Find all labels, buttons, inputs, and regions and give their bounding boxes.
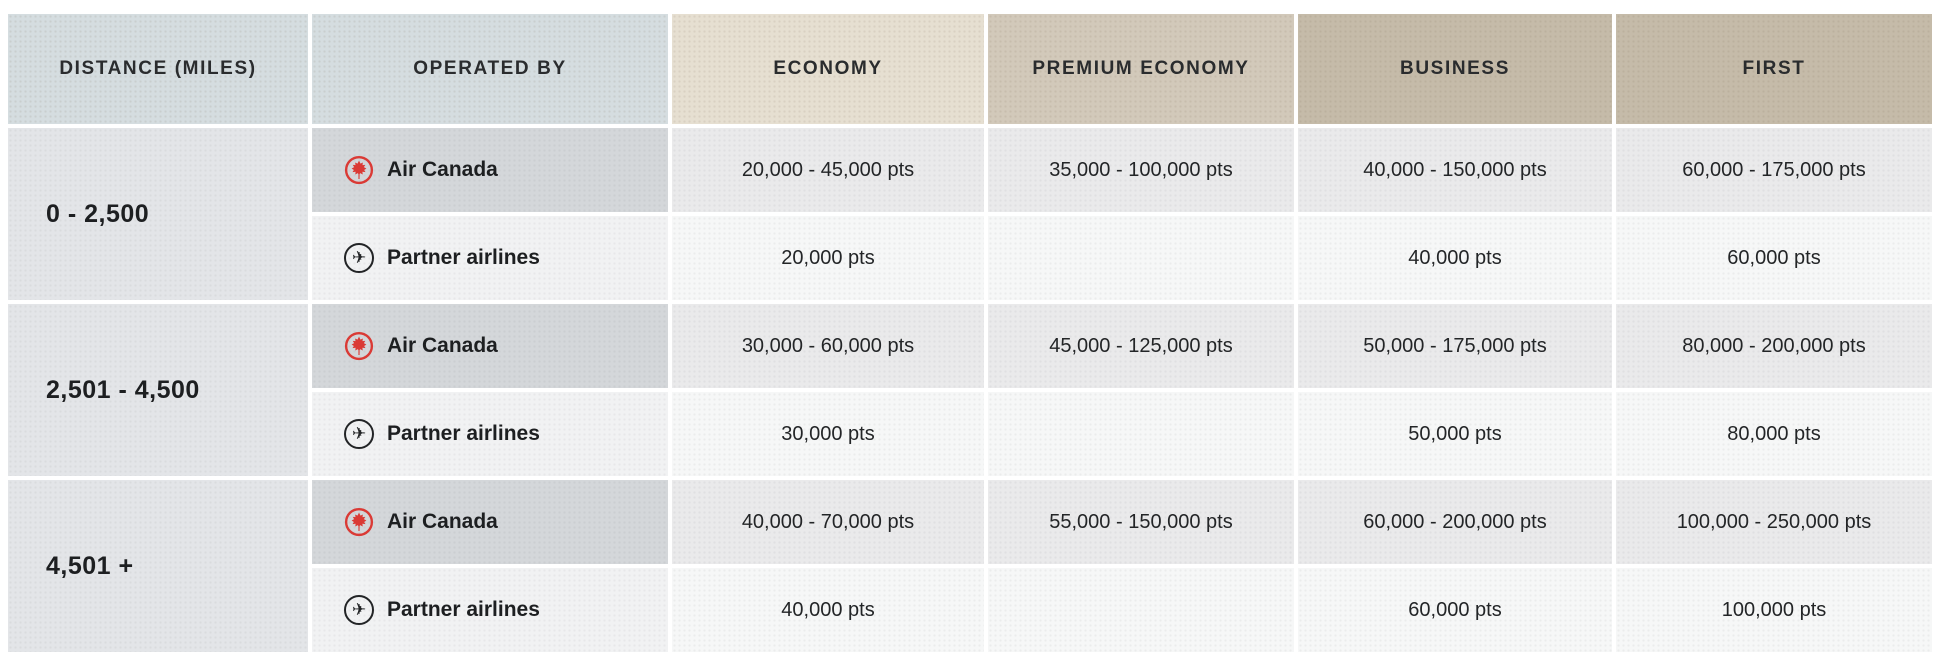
- first-value-cell: 80,000 - 200,000 pts: [1616, 304, 1932, 388]
- air-canada-maple-leaf-icon: [344, 331, 374, 361]
- premium-economy-value-cell: [988, 216, 1294, 300]
- column-header-distance: DISTANCE (MILES): [8, 14, 308, 124]
- first-value-cell: 100,000 - 250,000 pts: [1616, 480, 1932, 564]
- first-value-cell: 60,000 pts: [1616, 216, 1932, 300]
- business-value-cell: 40,000 - 150,000 pts: [1298, 128, 1612, 212]
- premium-economy-value-cell: 45,000 - 125,000 pts: [988, 304, 1294, 388]
- operator-label: Partner airlines: [387, 422, 540, 445]
- economy-value-cell: 30,000 pts: [672, 392, 984, 476]
- economy-value-cell: 40,000 - 70,000 pts: [672, 480, 984, 564]
- economy-value-cell: 20,000 pts: [672, 216, 984, 300]
- distance-band-0-2500: 0 - 2,500: [8, 128, 308, 300]
- operator-cell-air-canada: Air Canada: [312, 304, 668, 388]
- operator-cell-partner-airlines: ✈ Partner airlines: [312, 392, 668, 476]
- premium-economy-value-cell: 55,000 - 150,000 pts: [988, 480, 1294, 564]
- first-value-cell: 100,000 pts: [1616, 568, 1932, 652]
- partner-airplane-icon: ✈: [344, 243, 374, 273]
- operator-cell-air-canada: Air Canada: [312, 480, 668, 564]
- first-value-cell: 80,000 pts: [1616, 392, 1932, 476]
- partner-airplane-icon: ✈: [344, 595, 374, 625]
- air-canada-maple-leaf-icon: [344, 155, 374, 185]
- business-value-cell: 60,000 pts: [1298, 568, 1612, 652]
- operator-cell-air-canada: Air Canada: [312, 128, 668, 212]
- business-value-cell: 60,000 - 200,000 pts: [1298, 480, 1612, 564]
- economy-value-cell: 20,000 - 45,000 pts: [672, 128, 984, 212]
- economy-value-cell: 40,000 pts: [672, 568, 984, 652]
- first-value-cell: 60,000 - 175,000 pts: [1616, 128, 1932, 212]
- economy-value-cell: 30,000 - 60,000 pts: [672, 304, 984, 388]
- distance-band-2501-4500: 2,501 - 4,500: [8, 304, 308, 476]
- partner-airplane-icon: ✈: [344, 419, 374, 449]
- column-header-business: BUSINESS: [1298, 14, 1612, 124]
- premium-economy-value-cell: [988, 392, 1294, 476]
- operator-label: Partner airlines: [387, 598, 540, 621]
- premium-economy-value-cell: [988, 568, 1294, 652]
- business-value-cell: 40,000 pts: [1298, 216, 1612, 300]
- operator-label: Partner airlines: [387, 246, 540, 269]
- column-header-first: FIRST: [1616, 14, 1932, 124]
- operator-label: Air Canada: [387, 510, 498, 533]
- distance-band-4501-plus: 4,501 +: [8, 480, 308, 652]
- column-header-operated-by: OPERATED BY: [312, 14, 668, 124]
- air-canada-maple-leaf-icon: [344, 507, 374, 537]
- premium-economy-value-cell: 35,000 - 100,000 pts: [988, 128, 1294, 212]
- operator-label: Air Canada: [387, 158, 498, 181]
- operator-cell-partner-airlines: ✈ Partner airlines: [312, 568, 668, 652]
- operator-cell-partner-airlines: ✈ Partner airlines: [312, 216, 668, 300]
- business-value-cell: 50,000 pts: [1298, 392, 1612, 476]
- operator-label: Air Canada: [387, 334, 498, 357]
- column-header-premium-economy: PREMIUM ECONOMY: [988, 14, 1294, 124]
- business-value-cell: 50,000 - 175,000 pts: [1298, 304, 1612, 388]
- column-header-economy: ECONOMY: [672, 14, 984, 124]
